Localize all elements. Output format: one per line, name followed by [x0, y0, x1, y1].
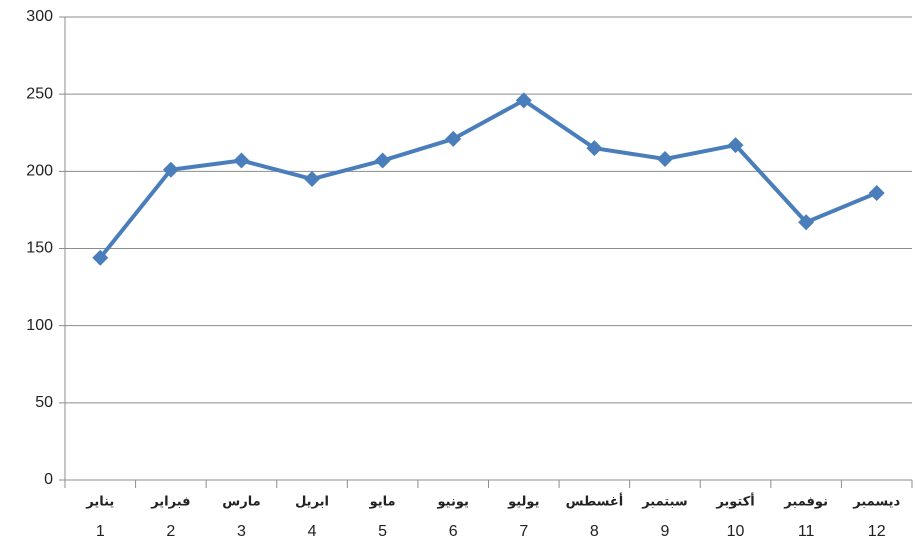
x-tick-label: ديسمبر	[852, 495, 900, 510]
marker	[374, 152, 391, 169]
x-tick-label: سبتمبر	[641, 495, 688, 510]
y-tick-label: 200	[26, 163, 53, 180]
x-tick-number: 1	[96, 523, 105, 540]
x-tick-label: أغسطس	[566, 493, 624, 510]
y-tick-label: 0	[44, 471, 53, 488]
y-tick-label: 300	[26, 8, 53, 25]
x-tick-label: يوليو	[507, 495, 539, 510]
x-tick-number: 12	[868, 523, 886, 540]
x-tick-number: 11	[798, 523, 815, 540]
x-tick-label: مايو	[369, 495, 396, 510]
marker	[868, 184, 885, 201]
x-tick-number: 5	[378, 523, 387, 540]
y-tick-label: 150	[26, 240, 53, 257]
x-tick-label: مارس	[222, 495, 260, 510]
x-tick-number: 4	[308, 523, 317, 540]
marker	[92, 249, 109, 266]
x-tick-number: 2	[166, 523, 175, 540]
x-tick-number: 10	[727, 523, 745, 540]
x-tick-number: 9	[661, 523, 670, 540]
marker	[304, 171, 321, 188]
x-tick-label: ابريل	[295, 495, 329, 510]
x-tick-number: 6	[449, 523, 458, 540]
x-tick-label: فبراير	[150, 495, 190, 510]
marker	[798, 214, 815, 231]
marker	[586, 140, 603, 157]
marker	[515, 92, 532, 109]
marker	[233, 152, 250, 169]
x-tick-number: 7	[519, 523, 528, 540]
x-tick-number: 3	[237, 523, 246, 540]
marker	[656, 150, 673, 167]
line-series	[98, 98, 878, 260]
x-tick-label: يونيو	[437, 495, 469, 510]
x-tick-label: يناير	[85, 495, 114, 510]
marker	[162, 161, 179, 178]
y-tick-label: 100	[26, 317, 53, 334]
x-tick-label: أكتوبر	[715, 493, 754, 510]
x-tick-label: نوفمبر	[783, 495, 828, 510]
marker	[727, 137, 744, 154]
x-tick-number: 8	[590, 523, 599, 540]
y-tick-label: 50	[35, 394, 53, 411]
y-tick-label: 250	[26, 85, 53, 102]
marker	[445, 130, 462, 147]
